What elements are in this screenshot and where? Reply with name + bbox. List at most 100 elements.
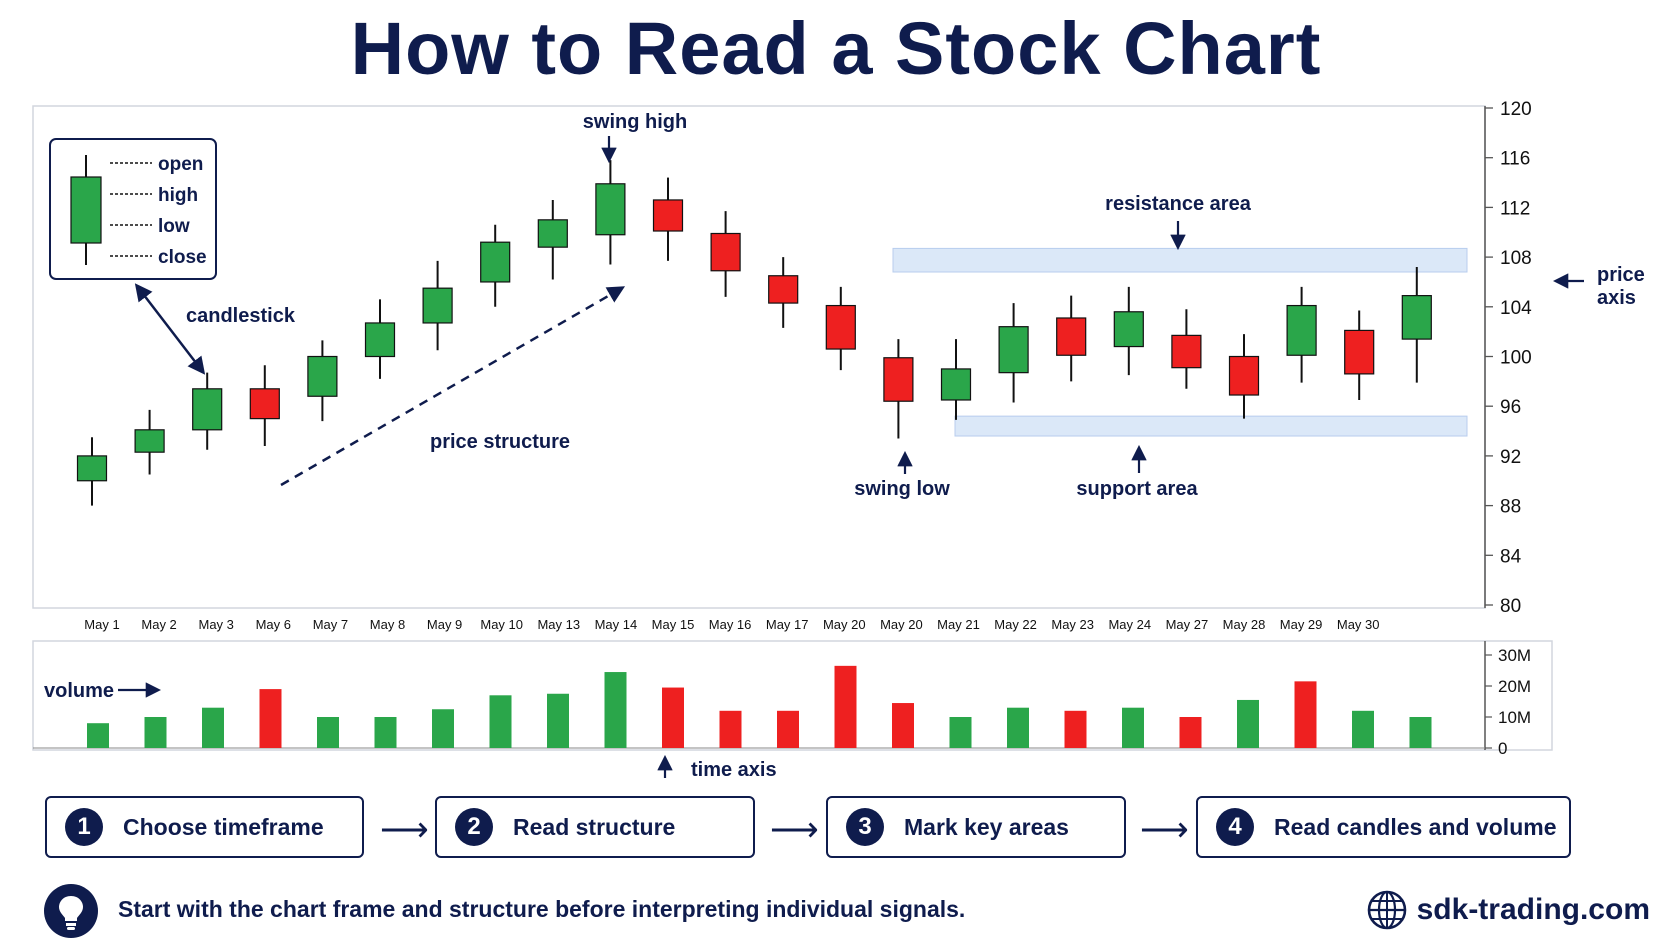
volume-bar — [1064, 710, 1087, 748]
legend-candle-body — [70, 176, 102, 244]
price-tick-label: 100 — [1500, 348, 1532, 369]
resistance-label: resistance area — [1105, 193, 1252, 215]
bullish-candle — [422, 287, 453, 324]
price-tick-label: 92 — [1500, 447, 1521, 468]
price-tick-label: 88 — [1500, 497, 1521, 518]
price-tick-label: 96 — [1500, 397, 1521, 418]
step-2-label: Read structure — [513, 813, 676, 840]
legend-high: high — [158, 185, 198, 206]
price-structure-arrow — [280, 286, 626, 487]
bearish-candle — [768, 275, 799, 304]
volume-bar — [1007, 707, 1029, 748]
date-tick-label: May 20 — [880, 617, 923, 632]
price-tick-label: 120 — [1500, 99, 1532, 120]
bearish-candle — [652, 199, 684, 232]
support-zone — [954, 415, 1468, 437]
date-tick-label: May 24 — [1108, 617, 1151, 632]
bearish-candle — [249, 388, 280, 420]
bearish-candle — [1344, 329, 1375, 375]
steps-row: 1 Choose timeframe ⟶ 2 Read structure ⟶ … — [0, 796, 1672, 862]
volume-bars — [87, 665, 1432, 748]
page-title: How to Read a Stock Chart — [350, 7, 1322, 90]
bearish-candle — [1056, 317, 1087, 356]
bearish-candle — [1228, 355, 1260, 396]
resistance-zone — [892, 247, 1468, 273]
bullish-candle — [76, 455, 108, 482]
brand-url[interactable]: sdk-trading.com — [1416, 893, 1650, 926]
bearish-candle — [1171, 334, 1202, 369]
step-3-number: 3 — [846, 808, 884, 846]
volume-bar — [489, 695, 512, 748]
date-tick-label: May 10 — [480, 617, 523, 632]
volume-ticks: 30M 20M 10M 0 — [1485, 646, 1531, 758]
footer: Start with the chart frame and structure… — [44, 882, 1664, 938]
globe-icon — [1367, 890, 1406, 930]
volume-bar — [317, 717, 339, 748]
date-tick-label: May 22 — [994, 617, 1037, 632]
step-3: 3 Mark key areas — [826, 796, 1126, 858]
volume-bar — [1122, 707, 1144, 748]
date-tick-label: May 28 — [1223, 617, 1266, 632]
date-tick-label: May 14 — [595, 617, 638, 632]
date-tick-label: May 16 — [709, 617, 752, 632]
bullish-candle — [595, 183, 626, 236]
volume-tick-label: 10M — [1498, 708, 1531, 727]
volume-bar — [144, 717, 167, 748]
price-chart-frame — [32, 105, 1486, 609]
volume-bar — [1294, 681, 1317, 748]
volume-bar — [1352, 710, 1374, 748]
price-ticks: 120 116 112 108 104 100 96 92 88 84 80 — [1485, 99, 1532, 617]
volume-bar — [87, 723, 109, 748]
brand[interactable]: sdk-trading.com — [1367, 890, 1650, 930]
date-tick-label: May 27 — [1166, 617, 1209, 632]
date-tick-label: May 2 — [141, 617, 176, 632]
date-tick-label: May 15 — [652, 617, 695, 632]
bullish-candle — [307, 355, 338, 397]
bullish-candle — [1113, 311, 1144, 348]
volume-bar — [777, 710, 799, 748]
volume-tick-label: 0 — [1498, 739, 1507, 758]
date-tick-label: May 6 — [256, 617, 291, 632]
tip-text: Start with the chart frame and structure… — [118, 896, 966, 922]
volume-bar — [547, 693, 569, 748]
bullish-candle — [1286, 304, 1317, 356]
volume-bar — [719, 710, 742, 748]
date-tick-label: May 1 — [84, 617, 119, 632]
swing-low-label: swing low — [854, 478, 950, 500]
volume-bar — [1237, 699, 1259, 748]
step-4: 4 Read candles and volume — [1196, 796, 1571, 858]
volume-bar — [662, 687, 684, 748]
date-tick-label: May 29 — [1280, 617, 1323, 632]
date-ticks: May 1 May 2 May 3 May 6 May 7 May 8 May 9 May 1… — [84, 617, 1379, 632]
price-tick-label: 112 — [1500, 198, 1530, 219]
date-tick-label: May 21 — [937, 617, 980, 632]
date-tick-label: May 8 — [370, 617, 405, 632]
price-structure-label: price structure — [430, 431, 570, 453]
date-tick-label: May 30 — [1337, 617, 1380, 632]
date-tick-label: May 9 — [427, 617, 462, 632]
date-tick-label: May 3 — [198, 617, 233, 632]
bearish-candle — [825, 304, 856, 350]
volume-bar — [259, 689, 282, 748]
arrow-right-icon: ⟶ — [770, 811, 819, 849]
bullish-candle — [1401, 295, 1432, 340]
volume-tick-label: 20M — [1498, 677, 1531, 696]
step-4-number: 4 — [1216, 808, 1254, 846]
arrow-right-icon: ⟶ — [380, 811, 429, 849]
legend-dashes — [110, 162, 152, 257]
lightbulb-icon — [44, 884, 98, 938]
step-1-number: 1 — [65, 808, 103, 846]
legend-box: open high low close — [49, 138, 217, 280]
candlestick-label: candlestick — [186, 305, 296, 327]
volume-bar — [1409, 717, 1432, 748]
legend-close: close — [158, 247, 207, 268]
bearish-candle — [710, 232, 741, 272]
bullish-candle — [480, 241, 511, 283]
swing-high-label: swing high — [583, 111, 687, 133]
volume-tick-label: 30M — [1498, 646, 1531, 665]
price-tick-label: 108 — [1500, 248, 1532, 269]
time-axis-label: time axis — [691, 759, 777, 781]
price-tick-label: 116 — [1500, 149, 1530, 170]
candles-group — [76, 160, 1432, 506]
price-tick-label: 80 — [1500, 596, 1521, 617]
